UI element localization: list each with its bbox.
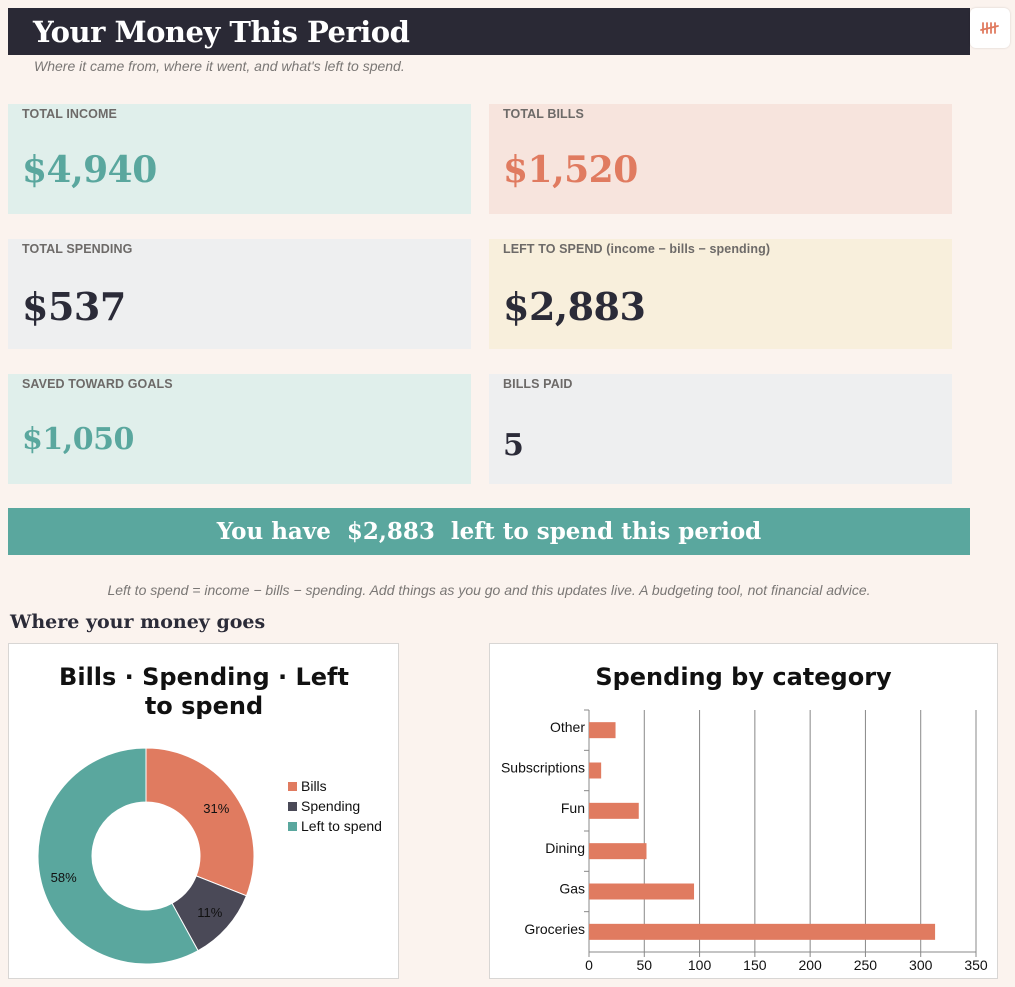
bar-other xyxy=(589,722,616,739)
legend-label: Spending xyxy=(301,798,360,814)
tally-marks-icon xyxy=(980,22,999,34)
page-subtitle: Where it came from, where it went, and w… xyxy=(34,58,405,74)
total-spending-value: $537 xyxy=(22,284,126,329)
donut-slice-label: 11% xyxy=(197,905,222,920)
bills-paid-label: BILLS PAID xyxy=(503,377,573,391)
donut-slice-bills xyxy=(145,747,255,897)
legend-label: Left to spend xyxy=(301,818,382,834)
section-title: Where your money goes xyxy=(10,611,266,633)
bills-paid-card: BILLS PAID 5 xyxy=(489,374,952,484)
y-category-label: Fun xyxy=(561,800,585,816)
left-to-spend-banner: You have $2,883 left to spend this perio… xyxy=(8,508,970,555)
left-to-spend-card: LEFT TO SPEND (income − bills − spending… xyxy=(489,239,952,349)
left-to-spend-label: LEFT TO SPEND (income − bills − spending… xyxy=(503,242,771,256)
bar-fun xyxy=(589,802,639,819)
donut-slice-label: 58% xyxy=(51,870,77,885)
donut-slice-left-to-spend xyxy=(37,747,199,965)
y-category-label: Other xyxy=(550,719,585,735)
x-tick-label: 100 xyxy=(688,957,712,973)
x-tick-label: 0 xyxy=(585,957,593,973)
bar-chart-title: Spending by category xyxy=(595,663,892,691)
y-category-label: Groceries xyxy=(524,921,585,937)
x-tick-label: 200 xyxy=(798,957,822,973)
x-tick-label: 250 xyxy=(854,957,878,973)
bar-groceries xyxy=(589,923,936,940)
total-spending-label: TOTAL SPENDING xyxy=(22,242,133,256)
saved-toward-goals-label: SAVED TOWARD GOALS xyxy=(22,377,173,391)
legend-swatch xyxy=(288,782,297,791)
total-bills-label: TOTAL BILLS xyxy=(503,107,584,121)
total-income-value: $4,940 xyxy=(22,149,157,191)
donut-slice-label: 31% xyxy=(203,801,229,816)
bills-paid-value: 5 xyxy=(503,428,524,463)
total-income-card: TOTAL INCOME $4,940 xyxy=(8,104,471,214)
x-tick-label: 150 xyxy=(743,957,767,973)
bar-chart-panel: Spending by category 0 50 100 150 200 250 300 3… xyxy=(489,643,998,979)
total-income-label: TOTAL INCOME xyxy=(22,107,117,121)
total-bills-card: TOTAL BILLS $1,520 xyxy=(489,104,952,214)
tally-logo-icon xyxy=(970,8,1010,48)
left-to-spend-value: $2,883 xyxy=(503,284,646,329)
total-bills-value: $1,520 xyxy=(503,149,638,191)
donut-chart-title: Bills · Spending · Left to spend xyxy=(59,663,349,720)
x-tick-label: 50 xyxy=(636,957,652,973)
donut-chart-panel: Bills · Spending · Left to spend 31% 11% 5… xyxy=(8,643,399,979)
x-tick-label: 350 xyxy=(964,957,988,973)
y-category-label: Gas xyxy=(559,881,585,897)
y-category-label: Dining xyxy=(545,840,585,856)
donut-chart: 31% 11% 58% Bills Spending Left to spend xyxy=(37,747,382,965)
y-category-label: Subscriptions xyxy=(501,760,585,776)
page-header: Your Money This Period xyxy=(8,8,970,55)
total-spending-card: TOTAL SPENDING $537 xyxy=(8,239,471,349)
bar-chart: 0 50 100 150 200 250 300 350 Other Subscriptions F… xyxy=(501,709,988,973)
x-tick-label: 300 xyxy=(909,957,933,973)
disclaimer-note: Left to spend = income − bills − spendin… xyxy=(107,582,871,598)
legend-label: Bills xyxy=(301,778,327,794)
saved-toward-goals-value: $1,050 xyxy=(22,422,134,457)
bar-dining xyxy=(589,843,647,860)
bar-gas xyxy=(589,883,695,900)
legend-swatch xyxy=(288,822,297,831)
bar-subscriptions xyxy=(589,762,602,779)
page-title: Your Money This Period xyxy=(33,15,410,49)
saved-toward-goals-card: SAVED TOWARD GOALS $1,050 xyxy=(8,374,471,484)
legend-swatch xyxy=(288,802,297,811)
